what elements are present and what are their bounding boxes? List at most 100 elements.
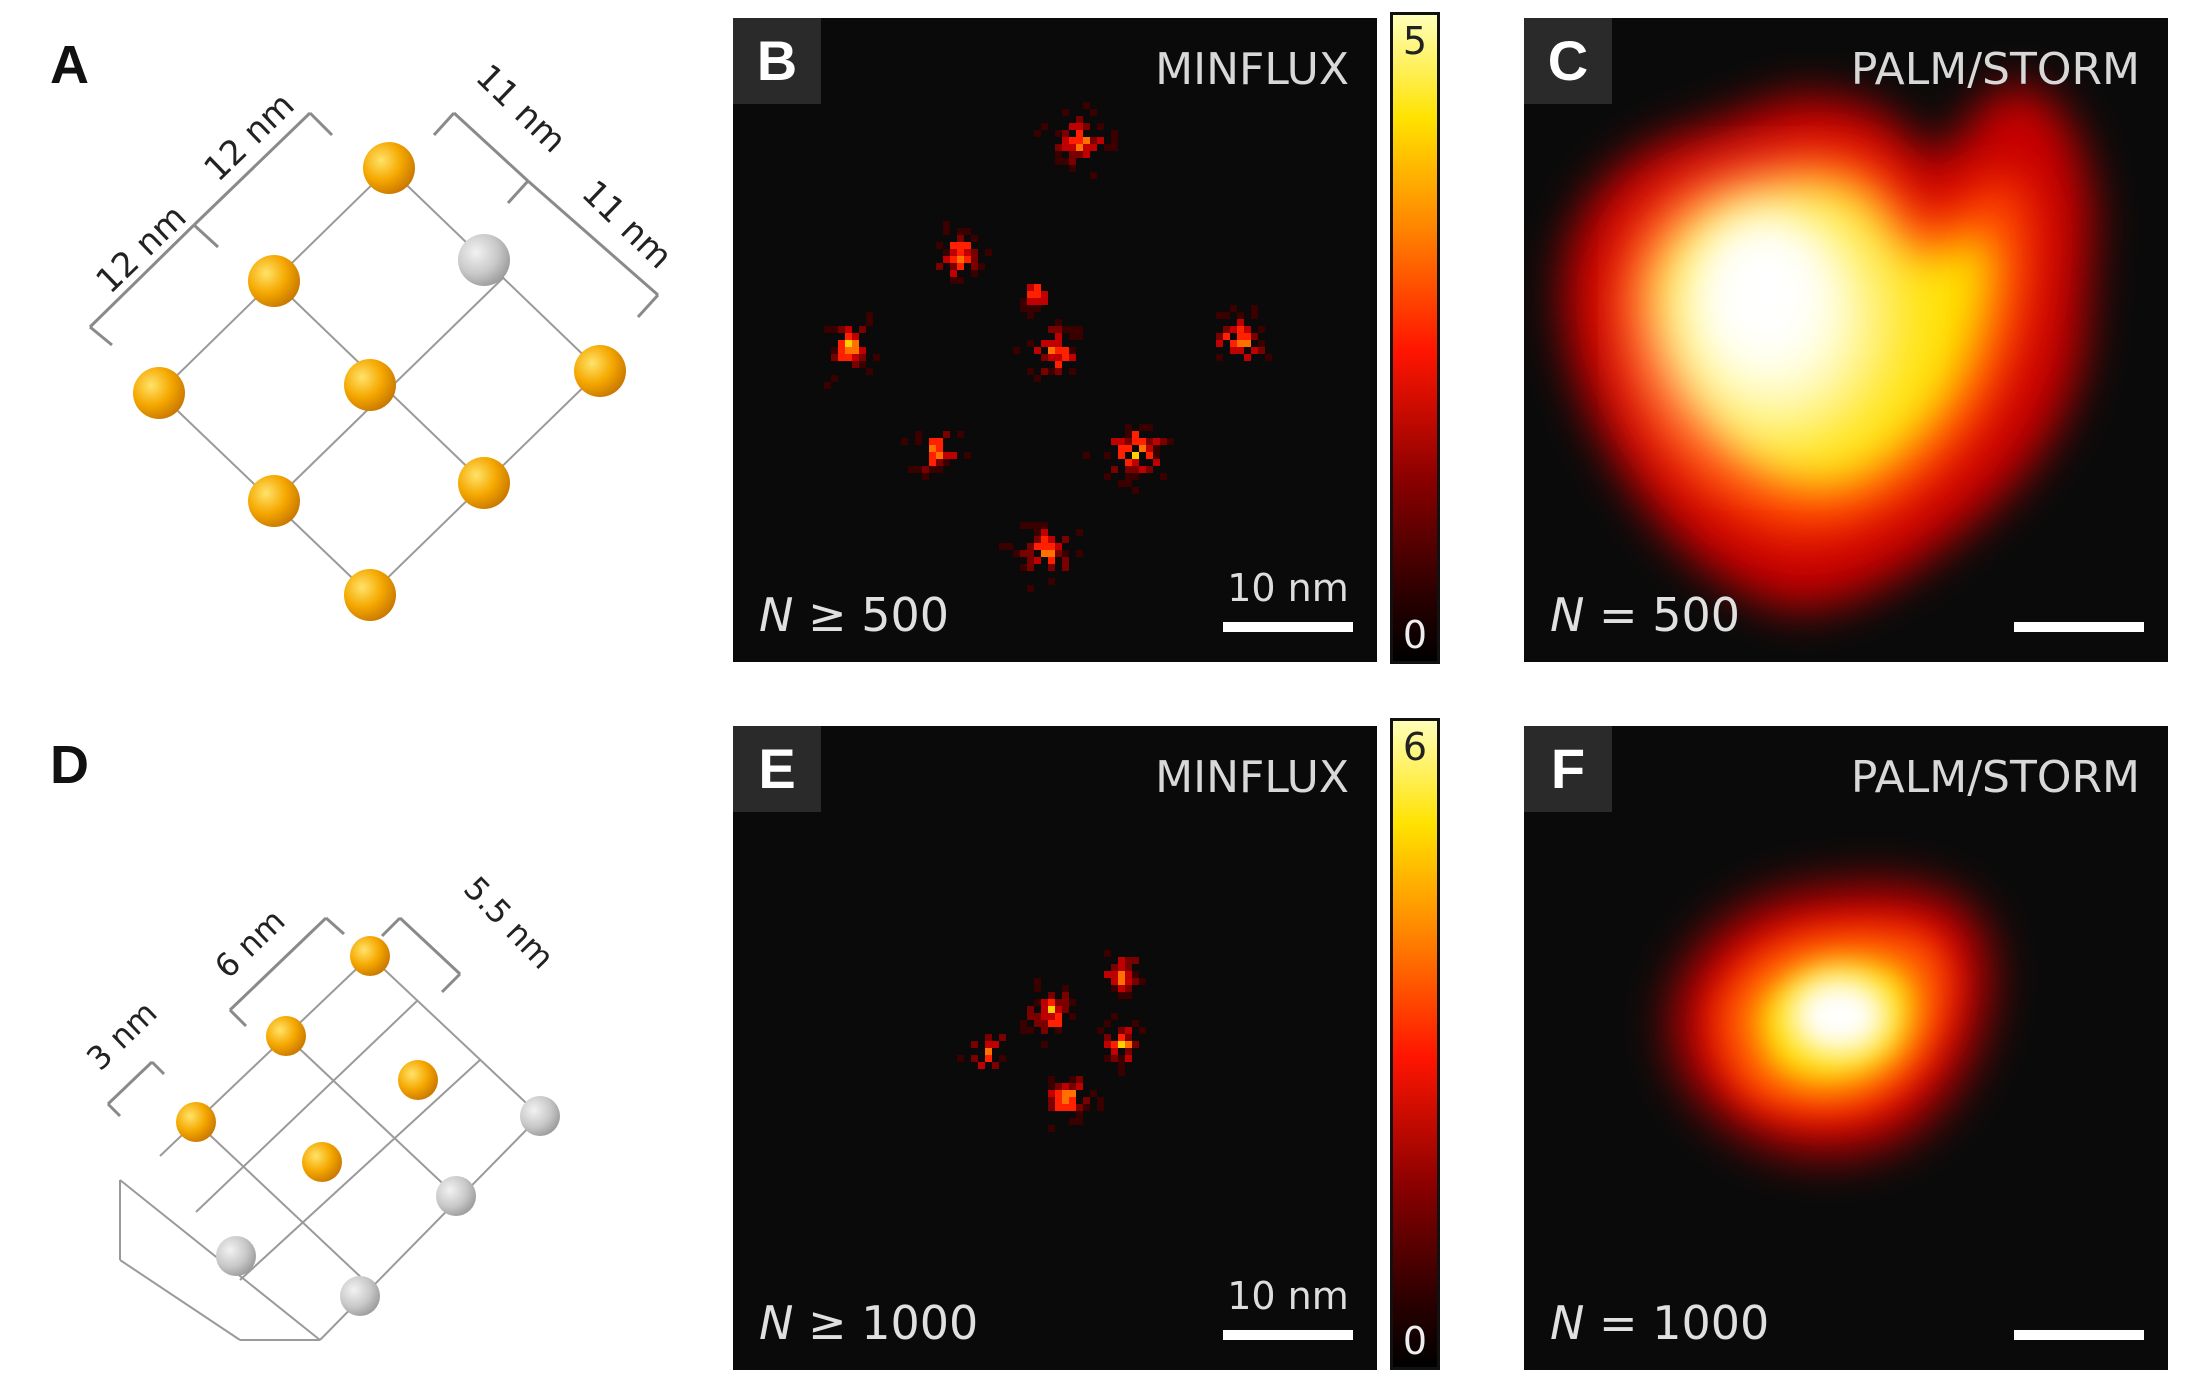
panel-a-binding-sites [133, 142, 626, 621]
localization-pixel [1125, 1027, 1132, 1034]
localization-pixel [1048, 1125, 1055, 1132]
localization-pixel [1132, 978, 1139, 985]
localization-pixel [866, 319, 873, 326]
localization-pixel [1062, 130, 1069, 137]
localization-pixel [1132, 957, 1139, 964]
localization-pixel [859, 354, 866, 361]
localization-pixel [1076, 116, 1083, 123]
localization-pixel [1048, 368, 1055, 375]
localization-pixel [1062, 536, 1069, 543]
localization-pixel [915, 466, 922, 473]
localization-pixel [929, 452, 936, 459]
panel-d-binding-sites [176, 936, 560, 1316]
panel-f-scale-bar [2014, 1330, 2144, 1340]
localization-pixel [1069, 354, 1076, 361]
localization-pixel [1223, 312, 1230, 319]
localization-pixel [1006, 543, 1013, 550]
localization-pixel [1048, 1076, 1055, 1083]
localization-pixel [1111, 130, 1118, 137]
localization-pixel [1062, 144, 1069, 151]
localization-pixel [866, 312, 873, 319]
localization-pixel [1076, 1118, 1083, 1125]
active-site-dot [458, 457, 510, 509]
localization-pixel [971, 270, 978, 277]
localization-pixel [824, 326, 831, 333]
localization-pixel [1216, 312, 1223, 319]
active-site-dot [302, 1142, 342, 1182]
localization-pixel [1048, 354, 1055, 361]
localization-pixel [1125, 978, 1132, 985]
localization-pixel [1153, 438, 1160, 445]
localization-pixel [1237, 326, 1244, 333]
localization-pixel [1125, 971, 1132, 978]
localization-pixel [1076, 1104, 1083, 1111]
panel-f-image: F PALM/STORM N = 1000 [1524, 726, 2168, 1370]
localization-pixel [1027, 550, 1034, 557]
localization-pixel [1027, 368, 1034, 375]
localization-pixel [1083, 452, 1090, 459]
localization-pixel [1118, 985, 1125, 992]
active-site-dot [248, 475, 300, 527]
localization-pixel [852, 354, 859, 361]
localization-pixel [1090, 144, 1097, 151]
localization-pixel [1139, 438, 1146, 445]
localization-pixel [1076, 137, 1083, 144]
localization-pixel [1020, 305, 1027, 312]
localization-pixel [1118, 992, 1125, 999]
localization-pixel [1125, 985, 1132, 992]
localization-pixel [999, 543, 1006, 550]
localization-pixel [1062, 1097, 1069, 1104]
localization-pixel [1216, 354, 1223, 361]
localization-pixel [936, 263, 943, 270]
localization-pixel [1076, 144, 1083, 151]
localization-pixel [1055, 1104, 1062, 1111]
panel-e-scale-bar [1223, 1330, 1353, 1340]
localization-pixel [1118, 964, 1125, 971]
localization-pixel [1125, 1034, 1132, 1041]
localization-pixel [1062, 985, 1069, 992]
localization-pixel [992, 1041, 999, 1048]
localization-pixel [1055, 1020, 1062, 1027]
localization-pixel [1146, 445, 1153, 452]
localization-pixel [1055, 130, 1062, 137]
localization-pixel [1146, 438, 1153, 445]
localization-pixel [1020, 550, 1027, 557]
localization-pixel [1048, 543, 1055, 550]
localization-pixel [831, 326, 838, 333]
localization-pixel [1076, 123, 1083, 130]
panel-b-image: B MINFLUX N ≥ 500 10 nm [733, 18, 1377, 662]
localization-pixel [950, 242, 957, 249]
localization-pixel [1055, 158, 1062, 165]
localization-pixel [936, 242, 943, 249]
localization-pixel [1132, 452, 1139, 459]
localization-pixel [1041, 354, 1048, 361]
n-symbol: N [1550, 588, 1585, 642]
localization-pixel [1139, 424, 1146, 431]
localization-pixel [1062, 347, 1069, 354]
localization-pixel [1027, 585, 1034, 592]
localization-pixel [1048, 1013, 1055, 1020]
localization-pixel [1111, 964, 1118, 971]
localization-pixel [1069, 999, 1076, 1006]
localization-pixel [936, 459, 943, 466]
localization-pixel [971, 235, 978, 242]
localization-pixel [978, 1062, 985, 1069]
localization-pixel [1055, 1097, 1062, 1104]
localization-pixel [1048, 347, 1055, 354]
panel-f-label: F [1524, 726, 1612, 812]
localization-pixel [1048, 536, 1055, 543]
localization-pixel [845, 347, 852, 354]
localization-pixel [1034, 522, 1041, 529]
localization-pixel [1069, 1090, 1076, 1097]
localization-pixel [1013, 347, 1020, 354]
localization-pixel [1146, 466, 1153, 473]
localization-pixel [866, 368, 873, 375]
localization-pixel [1034, 305, 1041, 312]
panel-c-image: C PALM/STORM N = 500 [1524, 18, 2168, 662]
localization-pixel [964, 452, 971, 459]
panel-b-scale-label: 10 nm [1227, 566, 1349, 610]
localization-pixel [957, 235, 964, 242]
localization-pixel [1132, 431, 1139, 438]
localization-pixel [901, 438, 908, 445]
localization-pixel [1153, 459, 1160, 466]
